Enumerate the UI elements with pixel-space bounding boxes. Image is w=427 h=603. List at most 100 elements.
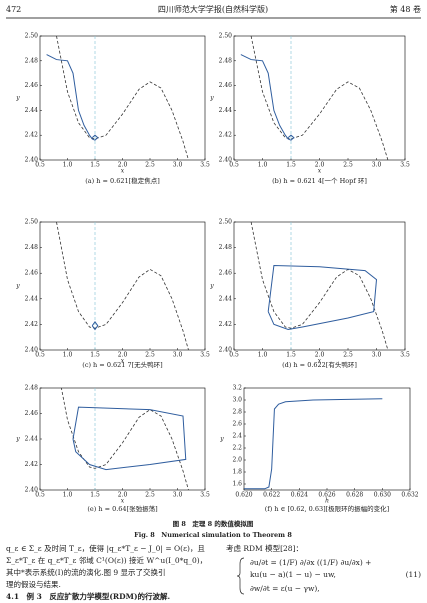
x-axis-label: x (318, 358, 322, 365)
x-tick-label: 1.5 (90, 492, 100, 499)
x-tick-label: 1.5 (90, 162, 100, 169)
y-axis-label: y (209, 95, 214, 102)
y-tick-label: 2.44 (219, 295, 233, 302)
x-tick-label: 3.0 (173, 352, 183, 359)
plot-frame (39, 35, 206, 161)
y-tick-label: 2.46 (219, 270, 233, 277)
y-tick-label: 2.6 (232, 421, 242, 428)
x-tick-label: 0.5 (229, 352, 239, 359)
nullcline (250, 36, 389, 160)
x-tick-label: 2.0 (315, 352, 325, 359)
x-tick-label: 0.5 (35, 162, 45, 169)
x-tick-label: 1.0 (258, 162, 268, 169)
x-tick-label: 0.620 (235, 492, 252, 499)
y-tick-label: 1.8 (232, 469, 242, 476)
x-axis-label: x (121, 168, 125, 175)
page-number: 472 (6, 5, 21, 14)
y-tick-label: 2.48 (25, 244, 39, 251)
x-tick-label: 1.0 (63, 492, 73, 499)
x-tick-label: 1.5 (286, 162, 296, 169)
nullcline (56, 222, 189, 350)
y-tick-label: 2.42 (25, 132, 39, 139)
x-tick-label: 2.5 (145, 162, 155, 169)
y-tick-label: 2.42 (219, 132, 233, 139)
y-tick-label: 2.40 (25, 487, 39, 494)
y-axis-label: y (209, 283, 214, 290)
x-tick-label: 0.628 (346, 492, 363, 499)
y-tick-label: 2.50 (219, 219, 233, 226)
y-tick-label: 2.42 (25, 321, 39, 328)
plot-frame (39, 387, 206, 491)
y-tick-label: 2.42 (25, 461, 39, 468)
y-tick-label: 2.42 (219, 321, 233, 328)
y-tick-label: 2.46 (25, 82, 39, 89)
x-tick-label: 3.5 (400, 162, 410, 169)
y-tick-label: 2.40 (219, 347, 233, 354)
nullcline (250, 222, 389, 350)
trajectory (72, 406, 187, 471)
x-tick-label: 1.0 (258, 352, 268, 359)
x-tick-label: 3.5 (200, 162, 210, 169)
y-axis-label: y (15, 283, 20, 290)
equation-line: ∂w/∂t = ε(u − γw), (250, 584, 320, 593)
y-tick-label: 2.44 (219, 107, 233, 114)
x-tick-label: 1.5 (90, 352, 100, 359)
panel-caption: (c) h = 0.621 7[无头鸭环] (82, 360, 162, 369)
x-tick-label: 0.624 (291, 492, 308, 499)
panel-caption: (a) h = 0.621[稳定焦点] (85, 176, 159, 185)
trajectory (244, 398, 383, 490)
x-tick-label: 2.5 (343, 162, 353, 169)
x-tick-label: 3.5 (200, 492, 210, 499)
trajectory (240, 54, 295, 141)
x-tick-label: 3.0 (372, 162, 382, 169)
x-tick-label: 3.0 (173, 492, 183, 499)
y-tick-label: 1.6 (232, 481, 242, 488)
y-tick-label: 2.0 (232, 457, 242, 464)
x-tick-label: 0.622 (263, 492, 280, 499)
figure-title-en: Fig. 8 Numerical simulation to Theorem 8 (134, 531, 292, 539)
panel-caption: (f) h ∈ [0.62, 0.63][极限环的振幅的变化] (265, 504, 389, 513)
body-line: q_ε ∈ Σ_ε 及时间 T_ε，使得 |q_ε*T_ε − J_0| = O… (6, 543, 205, 553)
x-tick-label: 0.630 (374, 492, 391, 499)
x-tick-label: 1.0 (63, 162, 73, 169)
y-tick-label: 2.50 (25, 219, 39, 226)
figure-title: 图 8 定理 8 的数值模拟图 (173, 519, 254, 528)
y-tick-label: 3.2 (232, 385, 242, 392)
y-tick-label: 2.40 (25, 157, 39, 164)
trajectory (267, 265, 378, 331)
x-tick-label: 0.632 (401, 492, 418, 499)
body-line: Σ_ε*T_ε 在 q_ε*T_ε 邻域 C¹(O(ε)) 接近 W^u(I_0… (6, 555, 207, 565)
y-tick-label: 2.4 (232, 433, 242, 440)
y-tick-label: 2.48 (25, 385, 39, 392)
x-tick-label: 2.5 (343, 352, 353, 359)
panel-caption: (d) h = 0.622[有头鸭环] (282, 360, 357, 369)
nullcline (56, 36, 189, 160)
body-line: 理的假设与结果. (6, 579, 61, 589)
body-line: 其中*表示系统(I)的流的演化.图 9 显示了交换引 (6, 567, 166, 577)
x-tick-label: 2.0 (118, 162, 128, 169)
y-tick-label: 2.48 (25, 57, 39, 64)
y-tick-label: 2.2 (232, 445, 242, 452)
trajectory (91, 320, 99, 331)
equation-line: ku(u − a)(1 − u) − uw, (250, 570, 336, 579)
y-axis-label: y (15, 95, 20, 102)
panel-caption: (b) h = 0.621 4[一个 Hopf 环] (272, 177, 367, 185)
y-tick-label: 2.8 (232, 409, 242, 416)
x-axis-label: x (318, 168, 322, 175)
x-tick-label: 3.5 (400, 352, 410, 359)
x-tick-label: 3.0 (372, 352, 382, 359)
x-tick-label: 3.5 (200, 352, 210, 359)
y-tick-label: 2.44 (25, 295, 39, 302)
y-tick-label: 3.0 (232, 397, 242, 404)
panel-caption: (e) h = 0.64[张弛振荡] (87, 504, 157, 513)
y-tick-label: 2.48 (219, 244, 233, 251)
plot-frame (243, 387, 411, 491)
nullcline (60, 388, 189, 490)
y-tick-label: 2.50 (219, 33, 233, 40)
equation-number: (11) (406, 570, 421, 579)
y-tick-label: 2.40 (25, 347, 39, 354)
y-axis-label: y (15, 436, 20, 443)
section-heading: 4.1 例 3 反应扩散力学模型(RDM)的行波解. (6, 591, 170, 601)
